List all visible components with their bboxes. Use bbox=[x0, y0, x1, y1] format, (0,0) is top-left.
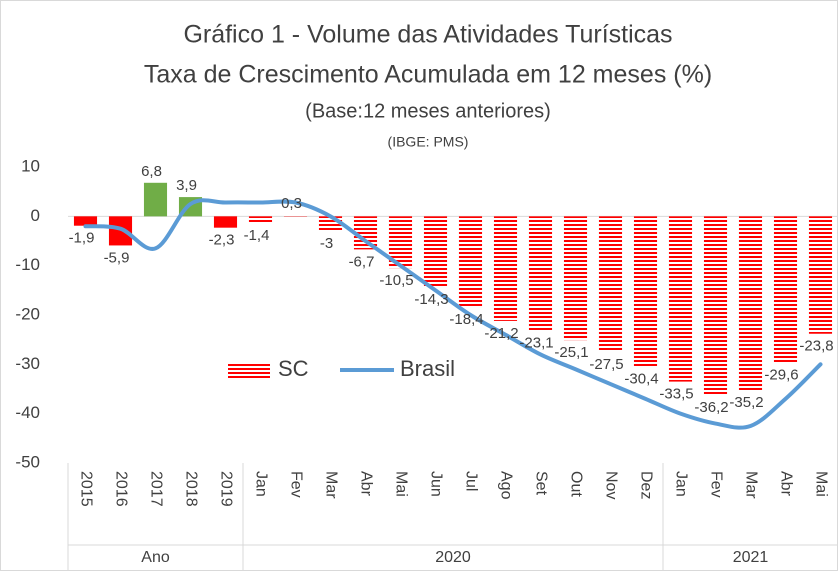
bar bbox=[283, 214, 308, 217]
bar bbox=[108, 216, 133, 246]
bar bbox=[738, 216, 763, 390]
bar bbox=[388, 216, 413, 269]
legend-swatch bbox=[228, 362, 270, 378]
bar bbox=[458, 216, 483, 308]
bar bbox=[143, 182, 168, 217]
data-label: -18,4 bbox=[449, 311, 483, 328]
y-tick-label: 0 bbox=[31, 206, 40, 225]
chart-title: Gráfico 1 - Volume das Atividades Turíst… bbox=[183, 21, 672, 49]
bar bbox=[73, 216, 98, 226]
data-label: -23,8 bbox=[799, 338, 833, 355]
bar bbox=[703, 216, 728, 395]
data-label: -30,4 bbox=[624, 370, 658, 387]
data-label: -25,1 bbox=[554, 344, 588, 361]
x-tick-label: Out bbox=[567, 471, 584, 497]
group-label: Ano bbox=[141, 549, 170, 566]
chart-subtitle: Taxa de Crescimento Acumulada em 12 mese… bbox=[144, 61, 712, 89]
data-label: 0,3 bbox=[281, 195, 302, 212]
x-tick-label: Mai bbox=[392, 471, 409, 497]
x-tick-label: 2019 bbox=[217, 471, 234, 507]
y-tick-label: -40 bbox=[15, 403, 40, 422]
data-label: -14,3 bbox=[414, 291, 448, 308]
x-tick-label: Mai bbox=[812, 471, 829, 497]
bar bbox=[213, 216, 238, 228]
data-label: -27,5 bbox=[589, 356, 623, 373]
data-label: -23,1 bbox=[519, 334, 553, 351]
data-label: -5,9 bbox=[104, 249, 130, 266]
x-tick-label: 2018 bbox=[182, 471, 199, 507]
group-label: 2020 bbox=[435, 549, 471, 566]
x-tick-label: 2016 bbox=[112, 471, 129, 507]
legend-label: Brasil bbox=[400, 356, 455, 381]
x-tick-label: Dez bbox=[637, 471, 654, 499]
legend-label: SC bbox=[278, 356, 309, 381]
data-label: -33,5 bbox=[659, 386, 693, 403]
data-label: -21,2 bbox=[484, 325, 518, 342]
bar bbox=[248, 216, 273, 224]
bar bbox=[668, 216, 693, 382]
x-tick-label: Jan bbox=[252, 471, 269, 497]
y-tick-label: -20 bbox=[15, 304, 40, 323]
data-label: -35,2 bbox=[729, 394, 763, 411]
x-tick-label: Abr bbox=[777, 471, 794, 497]
chart-subtitle: (Base:12 meses anteriores) bbox=[305, 100, 551, 122]
x-tick-label: Fev bbox=[707, 471, 724, 498]
x-tick-label: Mar bbox=[322, 471, 339, 499]
x-tick-label: Jul bbox=[462, 471, 479, 491]
bar bbox=[598, 216, 623, 352]
bar bbox=[808, 216, 833, 334]
x-tick-label: Mar bbox=[742, 471, 759, 499]
group-label: 2021 bbox=[733, 549, 769, 566]
bar bbox=[563, 216, 588, 341]
y-tick-label: 10 bbox=[21, 156, 40, 175]
bar bbox=[528, 216, 553, 331]
x-tick-label: Set bbox=[532, 471, 549, 496]
data-label: -6,7 bbox=[349, 253, 375, 270]
x-tick-label: 2015 bbox=[77, 471, 94, 507]
x-tick-label: Ago bbox=[497, 471, 514, 500]
line bbox=[83, 198, 823, 430]
chart-subtitle: (IBGE: PMS) bbox=[388, 134, 469, 150]
data-label: 3,9 bbox=[176, 177, 197, 194]
x-tick-label: Jun bbox=[427, 471, 444, 497]
data-label: -2,3 bbox=[209, 232, 235, 249]
data-label: -10,5 bbox=[379, 272, 413, 289]
data-label: -1,9 bbox=[69, 230, 95, 247]
data-label: -36,2 bbox=[694, 399, 728, 416]
bar bbox=[633, 216, 658, 367]
x-tick-label: Fev bbox=[287, 471, 304, 498]
x-tick-label: 2017 bbox=[147, 471, 164, 507]
data-label: 6,8 bbox=[141, 163, 162, 180]
bar bbox=[493, 216, 518, 321]
data-label: -29,6 bbox=[764, 366, 798, 383]
y-tick-label: -50 bbox=[15, 452, 40, 471]
y-tick-label: -10 bbox=[15, 255, 40, 274]
bar bbox=[773, 216, 798, 363]
bar bbox=[353, 216, 378, 250]
data-label: -1,4 bbox=[244, 227, 270, 244]
data-label: -3 bbox=[320, 235, 333, 252]
y-tick-label: -30 bbox=[15, 354, 40, 373]
x-tick-label: Nov bbox=[602, 471, 619, 499]
bar bbox=[423, 216, 448, 287]
x-tick-label: Abr bbox=[357, 471, 374, 497]
x-tick-label: Jan bbox=[672, 471, 689, 497]
